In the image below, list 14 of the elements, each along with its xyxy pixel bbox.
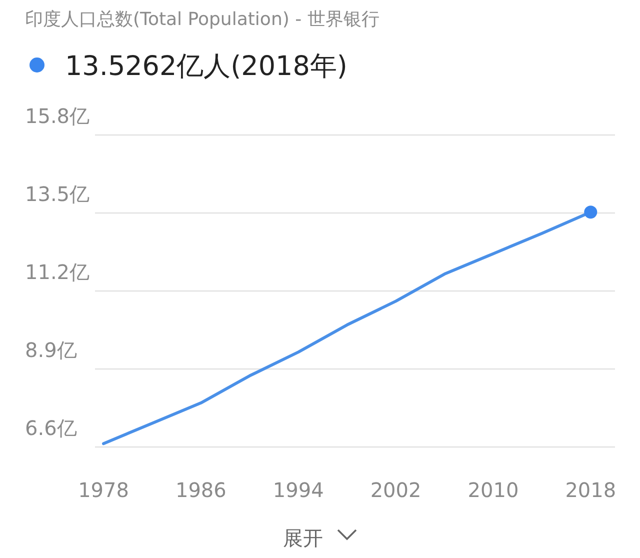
- y-tick-label: 6.6亿: [25, 416, 77, 440]
- y-tick-label: 15.8亿: [25, 104, 90, 128]
- text: 展开: [283, 526, 323, 550]
- x-tick-label: 1994: [272, 478, 324, 502]
- chart-title: 印度人口总数(Total Population) - 世界银行: [25, 9, 380, 30]
- x-tick-label: 2010: [468, 478, 519, 502]
- y-tick-label: 11.2亿: [25, 260, 90, 284]
- y-tick-label: 13.5亿: [25, 182, 90, 206]
- x-tick-label: 1986: [175, 478, 226, 502]
- x-tick-label: 2002: [370, 478, 422, 502]
- x-tick-label: 2018: [565, 478, 616, 502]
- x-tick-label: 1978: [78, 478, 129, 502]
- legend-label: 13.5262亿人(2018年): [65, 51, 348, 82]
- y-tick-label: 8.9亿: [25, 338, 77, 362]
